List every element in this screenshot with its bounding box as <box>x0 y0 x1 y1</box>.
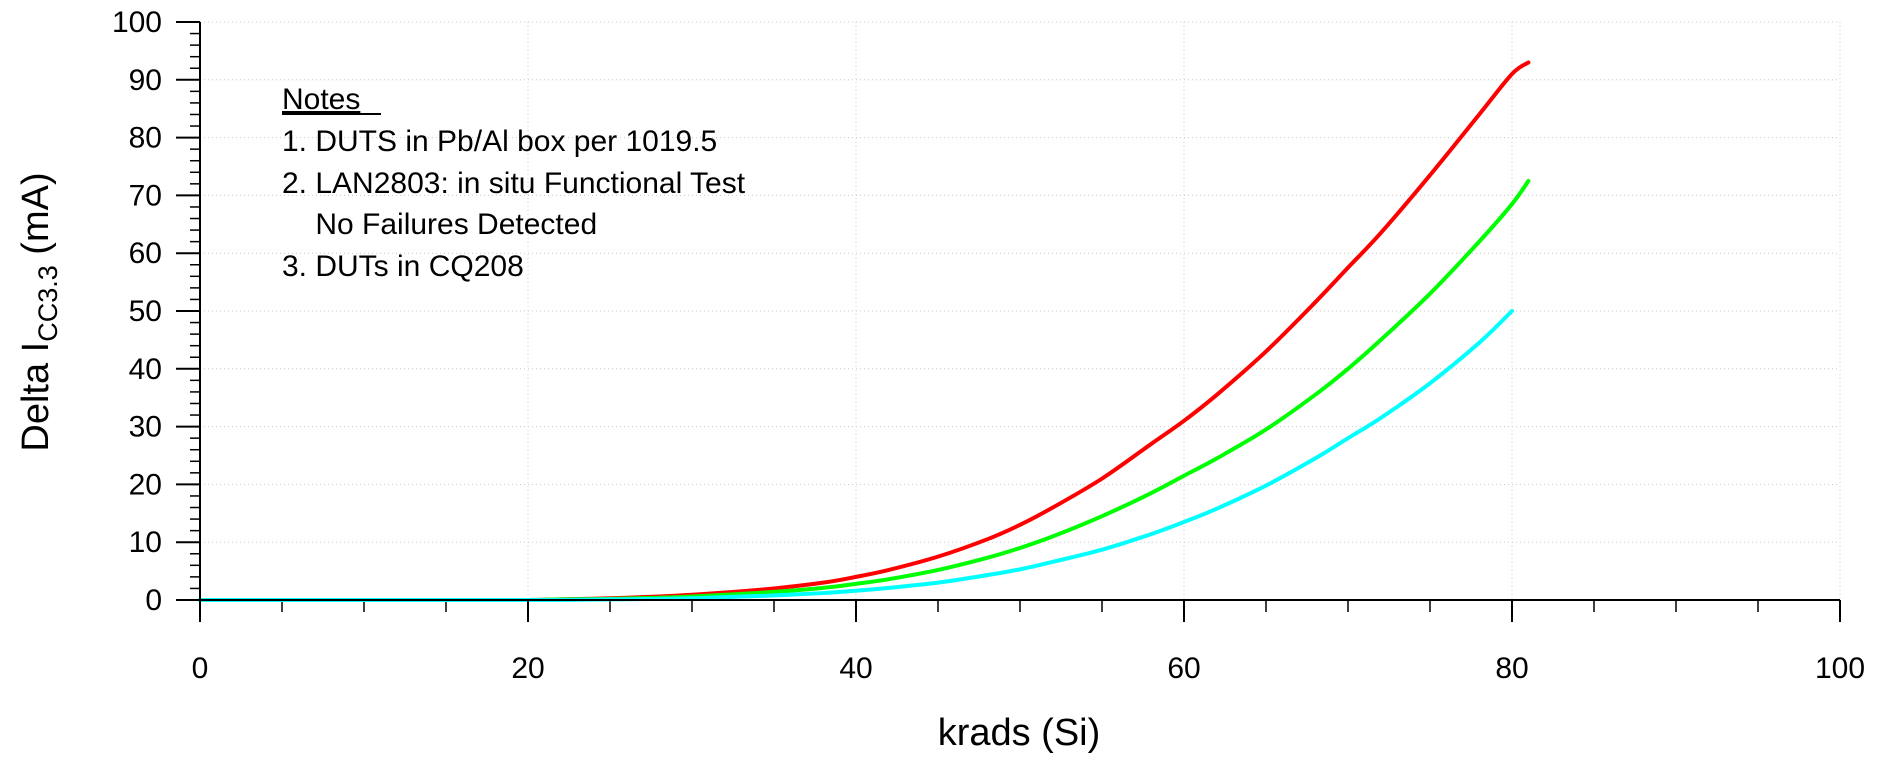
y-tick-label: 60 <box>129 237 162 270</box>
series-line-2 <box>198 178 1531 603</box>
notes-heading: Notes <box>282 83 360 116</box>
x-tick-label: 80 <box>1495 652 1528 685</box>
note-line-3: No Failures Detected <box>282 208 597 241</box>
x-tick-label: 100 <box>1815 652 1865 685</box>
y-tick-label: 90 <box>129 64 162 97</box>
y-tick-label: 100 <box>112 6 162 39</box>
note-line-2: 2. LAN2803: in situ Functional Test <box>282 167 746 200</box>
x-tick-label: 60 <box>1167 652 1200 685</box>
y-tick-label: 0 <box>145 584 162 617</box>
y-tick-label: 20 <box>129 468 162 501</box>
y-tick-label: 40 <box>129 353 162 386</box>
y-tick-label: 70 <box>129 179 162 212</box>
y-tick-label: 80 <box>129 122 162 155</box>
y-tick-label: 10 <box>129 526 162 559</box>
note-line-1: 1. DUTS in Pb/Al box per 1019.5 <box>282 125 717 158</box>
note-line-4: 3. DUTs in CQ208 <box>282 250 524 283</box>
minor-ticks <box>190 32 1759 612</box>
tick-labels: 0 20 40 60 80 100 0 10 20 30 40 50 60 70 80 90 100 <box>112 6 1865 685</box>
y-axis-label-subscript: CC3.3 <box>33 265 63 342</box>
y-tick-label: 30 <box>129 411 162 444</box>
x-tick-label: 0 <box>192 652 209 685</box>
y-axis-label: Delta ICC3.3 (mA) <box>15 172 63 451</box>
y-axis-label-suffix: (mA) <box>15 172 57 265</box>
x-tick-label: 20 <box>511 652 544 685</box>
x-tick-label: 40 <box>839 652 872 685</box>
x-axis-label: krads (Si) <box>938 712 1101 754</box>
notes-annotation: Notes 1. DUTS in Pb/Al box per 1019.5 2.… <box>282 83 746 283</box>
y-axis-label-prefix: Delta I <box>15 342 57 452</box>
y-tick-label: 50 <box>129 295 162 328</box>
grid <box>200 21 1841 600</box>
